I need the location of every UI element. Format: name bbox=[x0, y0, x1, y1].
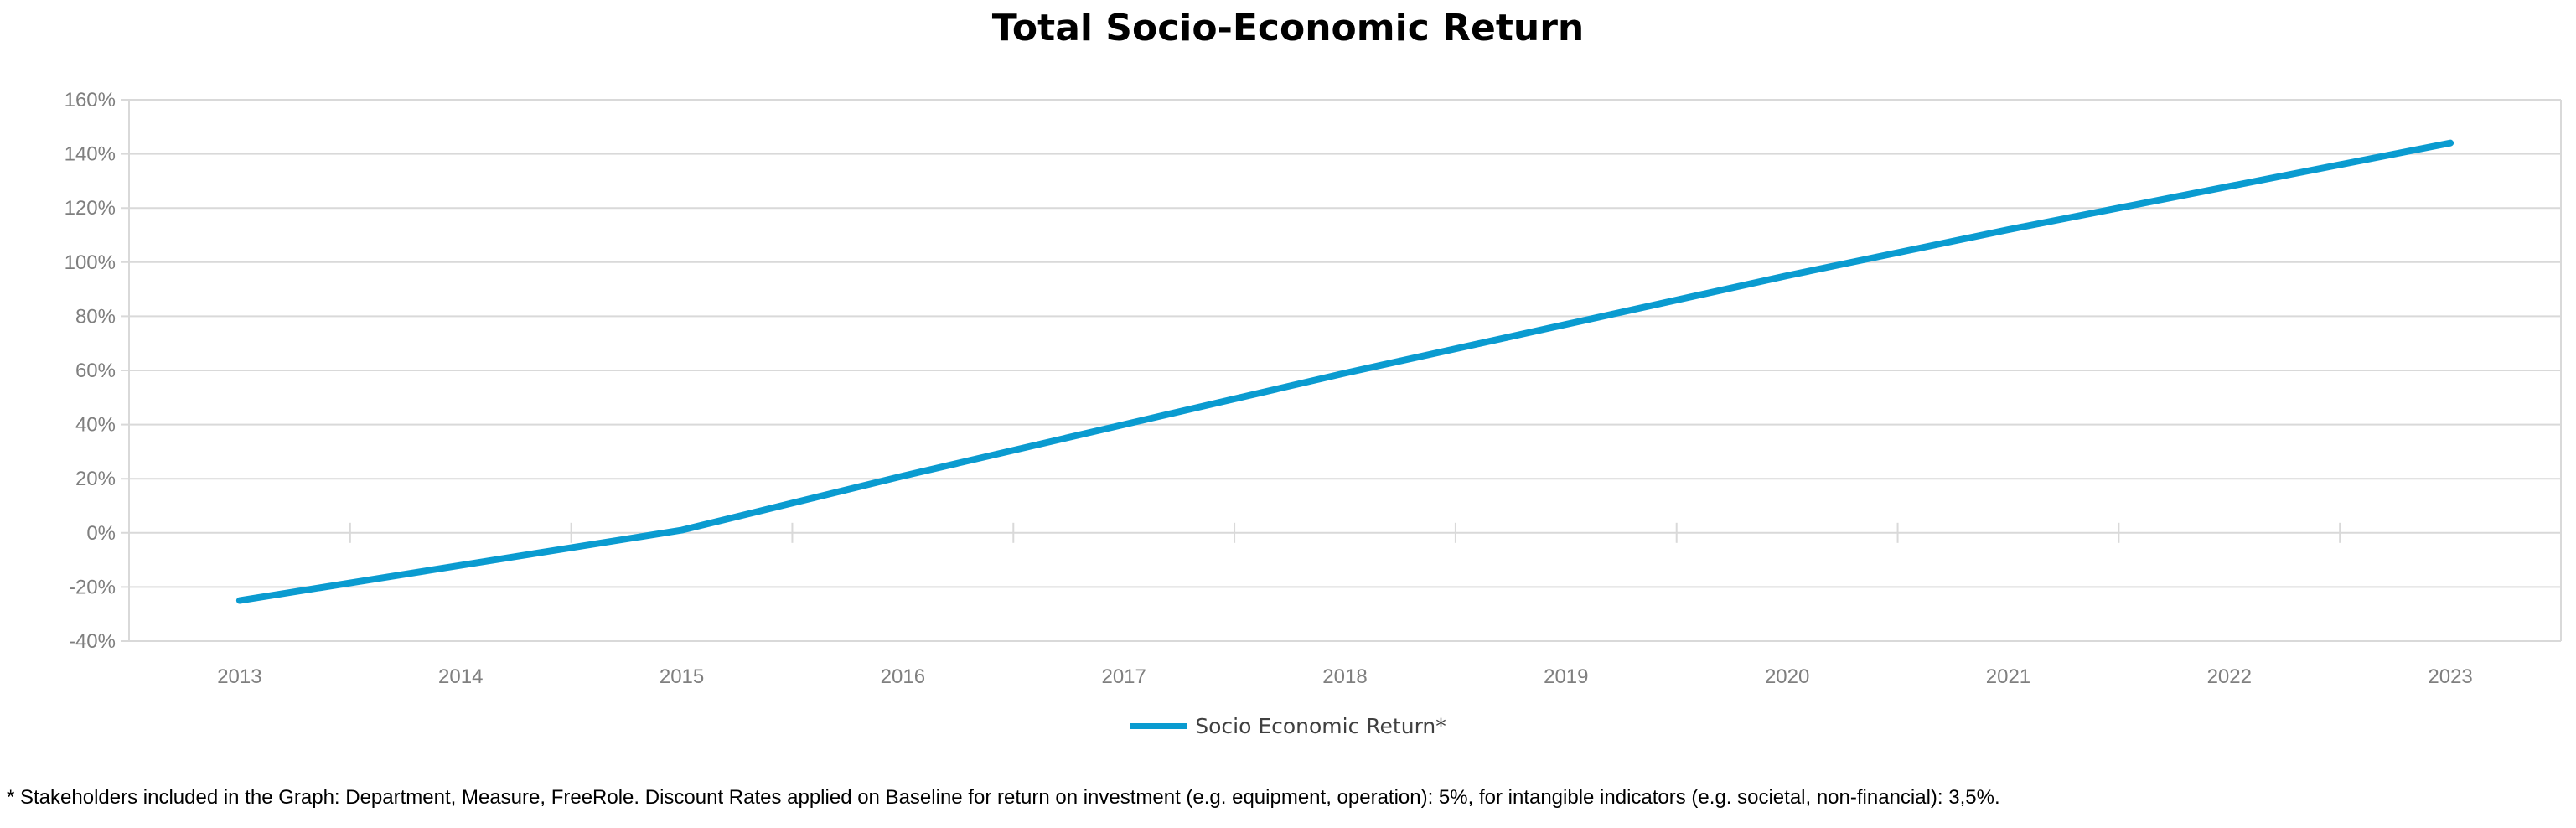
y-tick-label: 120% bbox=[65, 197, 116, 220]
x-tick-label: 2020 bbox=[1765, 665, 1809, 688]
y-tick-label: 140% bbox=[65, 143, 116, 166]
footnote: * Stakeholders included in the Graph: De… bbox=[7, 786, 2000, 809]
x-tick-label: 2015 bbox=[660, 665, 704, 688]
x-tick-label: 2022 bbox=[2207, 665, 2252, 688]
y-tick-label: 60% bbox=[75, 360, 116, 382]
x-tick-label: 2016 bbox=[881, 665, 925, 688]
x-tick-label: 2023 bbox=[2428, 665, 2472, 688]
x-tick-label: 2018 bbox=[1322, 665, 1367, 688]
y-tick-label: 80% bbox=[75, 305, 116, 328]
y-tick-label: 40% bbox=[75, 414, 116, 437]
y-tick-label: -40% bbox=[69, 630, 116, 653]
y-tick-label: 20% bbox=[75, 468, 116, 490]
y-tick-label: 0% bbox=[86, 522, 116, 545]
chart-title: Total Socio-Economic Return bbox=[991, 7, 1585, 49]
x-tick-label: 2017 bbox=[1101, 665, 1146, 688]
x-tick-label: 2019 bbox=[1544, 665, 1588, 688]
y-tick-label: 100% bbox=[65, 251, 116, 274]
y-tick-label: 160% bbox=[65, 89, 116, 111]
legend: Socio Economic Return* bbox=[0, 714, 2576, 738]
x-tick-label: 2021 bbox=[1986, 665, 2030, 688]
legend-swatch bbox=[1130, 723, 1187, 729]
x-tick-label: 2014 bbox=[438, 665, 483, 688]
y-tick-label: -20% bbox=[69, 576, 116, 598]
x-tick-label: 2013 bbox=[217, 665, 261, 688]
legend-label: Socio Economic Return* bbox=[1195, 714, 1446, 738]
